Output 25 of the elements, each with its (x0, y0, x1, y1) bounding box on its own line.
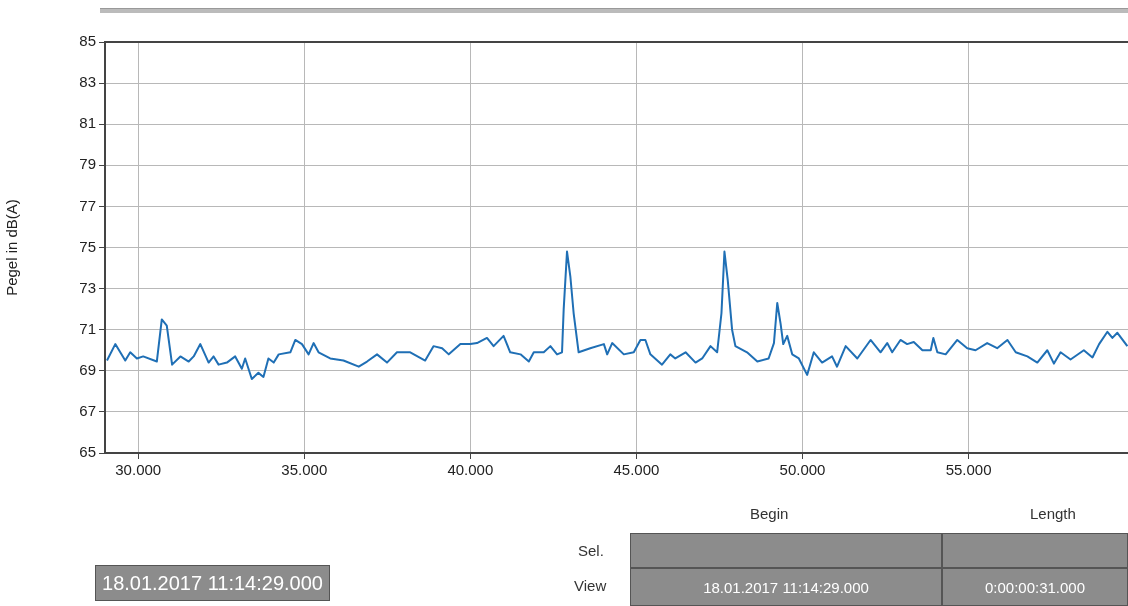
text: View (574, 577, 607, 594)
y-tick-label: 83 (79, 73, 96, 91)
y-tick-label: 73 (79, 278, 96, 296)
text: Begin (750, 505, 789, 522)
text: 18.01.2017 11:14:29.000 (630, 568, 942, 606)
y-tick-label: 81 (79, 114, 96, 132)
x-tick-label: 30.000 (115, 461, 162, 479)
text: 18.01.2017 11:14:29.000 (95, 565, 330, 601)
y-tick-label: 79 (79, 155, 96, 173)
text: Length (1030, 505, 1076, 522)
x-tick-label: 55.000 (945, 461, 992, 479)
y-tick-label: 67 (79, 402, 96, 420)
x-tick-label: 45.000 (613, 461, 660, 479)
y-tick-label: 77 (79, 196, 96, 214)
y-tick-label: 71 (79, 319, 96, 337)
y-axis-title: Pegel in dB(A) (3, 199, 21, 296)
text: 0:00:00:31.000 (942, 568, 1128, 606)
x-tick-label: 35.000 (281, 461, 328, 479)
y-tick-label: 85 (79, 32, 96, 50)
y-tick-label: 69 (79, 360, 96, 378)
y-tick-label: 75 (79, 237, 96, 255)
y-tick-label: 65 (79, 443, 96, 461)
x-tick-label: 40.000 (447, 461, 494, 479)
text: Sel. (578, 542, 604, 559)
x-tick-label: 50.000 (779, 461, 826, 479)
